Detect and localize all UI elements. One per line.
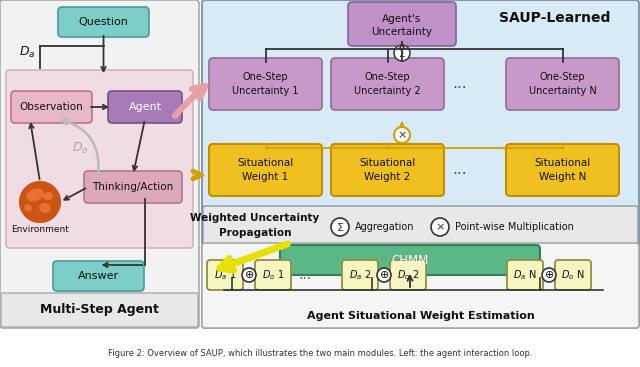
Circle shape	[20, 182, 60, 222]
Text: Weight N: Weight N	[539, 172, 586, 182]
Text: $\times$: $\times$	[397, 130, 407, 140]
FancyBboxPatch shape	[202, 0, 639, 328]
Text: Figure 2: Overview of SAUP, which illustrates the two main modules. Left: the ag: Figure 2: Overview of SAUP, which illust…	[108, 349, 532, 359]
Text: $\oplus$: $\oplus$	[544, 269, 554, 280]
FancyBboxPatch shape	[11, 91, 92, 123]
Text: Situational: Situational	[360, 158, 415, 168]
Text: Uncertainty: Uncertainty	[371, 27, 433, 37]
Circle shape	[394, 127, 410, 143]
Text: Point-wise Multiplication: Point-wise Multiplication	[455, 222, 574, 232]
Text: Agent Situational Weight Estimation: Agent Situational Weight Estimation	[307, 311, 534, 321]
FancyBboxPatch shape	[506, 58, 619, 110]
Text: Situational: Situational	[237, 158, 294, 168]
Text: ...: ...	[298, 268, 312, 282]
FancyBboxPatch shape	[331, 58, 444, 110]
FancyBboxPatch shape	[506, 144, 619, 196]
Circle shape	[431, 218, 449, 236]
Ellipse shape	[43, 192, 53, 200]
Circle shape	[242, 268, 256, 282]
Ellipse shape	[24, 204, 32, 212]
FancyBboxPatch shape	[206, 54, 624, 118]
Text: $D_a$ N: $D_a$ N	[513, 268, 537, 282]
Text: $\Sigma$: $\Sigma$	[336, 221, 344, 233]
Text: One-Step: One-Step	[243, 72, 288, 82]
FancyBboxPatch shape	[53, 261, 144, 291]
Text: $\Sigma$: $\Sigma$	[398, 47, 406, 59]
FancyBboxPatch shape	[6, 70, 193, 248]
Circle shape	[377, 268, 391, 282]
Text: Uncertainty N: Uncertainty N	[529, 86, 596, 96]
Text: $D_o$ 1: $D_o$ 1	[262, 268, 284, 282]
Text: ...: ...	[452, 163, 467, 178]
Text: Environment: Environment	[11, 225, 69, 233]
Text: $\oplus$: $\oplus$	[379, 269, 389, 280]
Text: One-Step: One-Step	[365, 72, 410, 82]
FancyBboxPatch shape	[280, 245, 540, 275]
Text: $\times$: $\times$	[435, 222, 445, 232]
Text: $D_a$ 2: $D_a$ 2	[349, 268, 371, 282]
FancyBboxPatch shape	[342, 260, 378, 290]
Text: $D_o$ N: $D_o$ N	[561, 268, 585, 282]
Text: $D_a$: $D_a$	[19, 44, 35, 59]
FancyBboxPatch shape	[555, 260, 591, 290]
FancyBboxPatch shape	[206, 140, 624, 204]
Text: SAUP-Learned: SAUP-Learned	[499, 11, 611, 25]
Ellipse shape	[26, 189, 44, 201]
FancyBboxPatch shape	[58, 7, 149, 37]
Text: Aggregation: Aggregation	[355, 222, 415, 232]
Text: Situational: Situational	[534, 158, 591, 168]
Text: Thinking/Action: Thinking/Action	[92, 182, 173, 192]
Text: Weight 2: Weight 2	[364, 172, 411, 182]
Text: One-Step: One-Step	[540, 72, 586, 82]
FancyBboxPatch shape	[202, 243, 639, 328]
Text: Question: Question	[79, 17, 129, 27]
FancyBboxPatch shape	[84, 171, 182, 203]
Text: Weight 1: Weight 1	[243, 172, 289, 182]
Circle shape	[542, 268, 556, 282]
Text: Agent: Agent	[129, 102, 161, 112]
Text: Multi-Step Agent: Multi-Step Agent	[40, 304, 159, 316]
Circle shape	[331, 218, 349, 236]
Ellipse shape	[39, 203, 51, 213]
Text: CHMM: CHMM	[392, 254, 429, 266]
FancyBboxPatch shape	[207, 260, 243, 290]
Circle shape	[394, 45, 410, 61]
FancyBboxPatch shape	[209, 144, 322, 196]
Text: $D_o$ 2: $D_o$ 2	[397, 268, 419, 282]
Text: $\oplus$: $\oplus$	[244, 269, 254, 280]
Text: $D_a$ 1: $D_a$ 1	[214, 268, 236, 282]
FancyBboxPatch shape	[0, 0, 199, 328]
FancyBboxPatch shape	[390, 260, 426, 290]
FancyBboxPatch shape	[203, 206, 638, 248]
FancyBboxPatch shape	[209, 58, 322, 110]
FancyBboxPatch shape	[255, 260, 291, 290]
Text: Observation: Observation	[20, 102, 83, 112]
FancyBboxPatch shape	[348, 2, 456, 46]
FancyBboxPatch shape	[507, 260, 543, 290]
Text: $D_o$: $D_o$	[72, 141, 88, 156]
Text: Agent's: Agent's	[382, 14, 422, 24]
Text: Propagation: Propagation	[219, 228, 291, 238]
Text: Uncertainty 1: Uncertainty 1	[232, 86, 299, 96]
Text: ...: ...	[452, 76, 467, 91]
FancyBboxPatch shape	[331, 144, 444, 196]
Text: Weighted Uncertainty: Weighted Uncertainty	[190, 213, 319, 223]
Text: Uncertainty 2: Uncertainty 2	[354, 86, 421, 96]
FancyBboxPatch shape	[108, 91, 182, 123]
Text: Answer: Answer	[78, 271, 119, 281]
FancyBboxPatch shape	[1, 293, 198, 327]
